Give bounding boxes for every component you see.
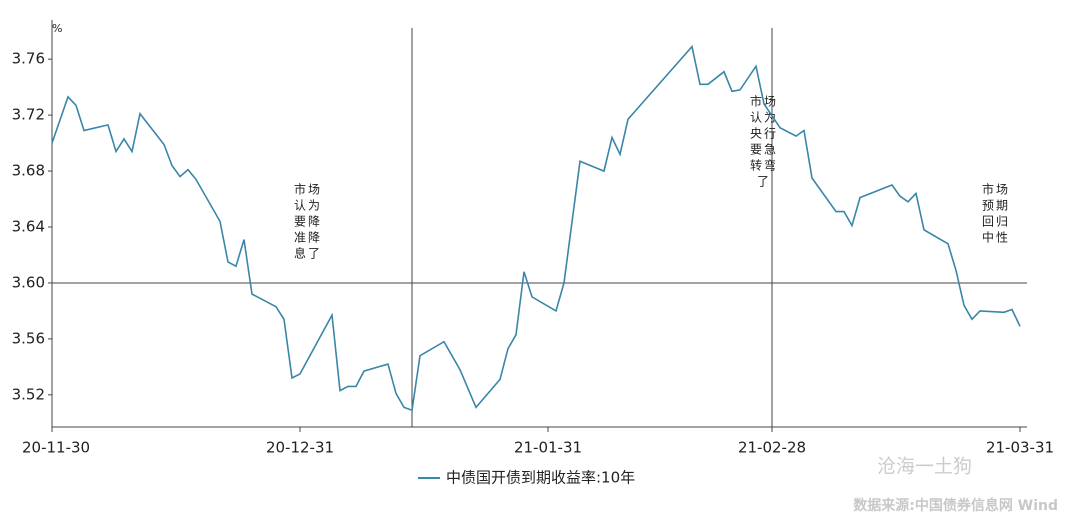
y-tick-label: 3.60 (12, 273, 45, 291)
legend-label: 中债国开债到期收益率:10年 (446, 469, 635, 487)
x-tick-label: 20-12-31 (266, 439, 334, 457)
source: 数据来源:中国债券信息网 Wind (853, 497, 1058, 514)
x-tick-label: 21-03-31 (986, 439, 1054, 457)
annotation: 预期 (982, 199, 1010, 213)
annotation: 息了 (294, 246, 322, 261)
annotation: 中性 (982, 230, 1010, 245)
annotation: 市场 (982, 182, 1010, 197)
y-tick-label: 3.56 (12, 329, 45, 347)
annotation: 认为 (750, 111, 778, 125)
x-tick-label: 20-11-30 (22, 439, 90, 457)
x-tick-label: 21-01-31 (514, 439, 582, 457)
annotation: 准降 (294, 231, 322, 245)
line-series (51, 44, 1021, 412)
y-tick-label: 3.64 (12, 217, 45, 235)
y-tick-label: 3.72 (12, 106, 45, 124)
annotation: 央行 (750, 127, 778, 141)
annotation: 要降 (294, 215, 322, 229)
annotation: 回归 (982, 215, 1010, 229)
x-tick-label: 21-02-28 (738, 439, 806, 457)
y-tick-label: 3.52 (12, 385, 45, 403)
watermark: 沧海一土狗 (877, 456, 972, 478)
annotation: 了 (757, 175, 771, 189)
annotation: 认为 (294, 199, 322, 213)
annotation: 要急 (750, 142, 778, 157)
annotation: 转弯 (750, 158, 778, 173)
y-tick-label: 3.68 (12, 162, 45, 180)
annotation: 市场 (294, 182, 322, 197)
y-tick-label: 3.76 (12, 50, 45, 68)
y-unit: % (52, 22, 62, 35)
